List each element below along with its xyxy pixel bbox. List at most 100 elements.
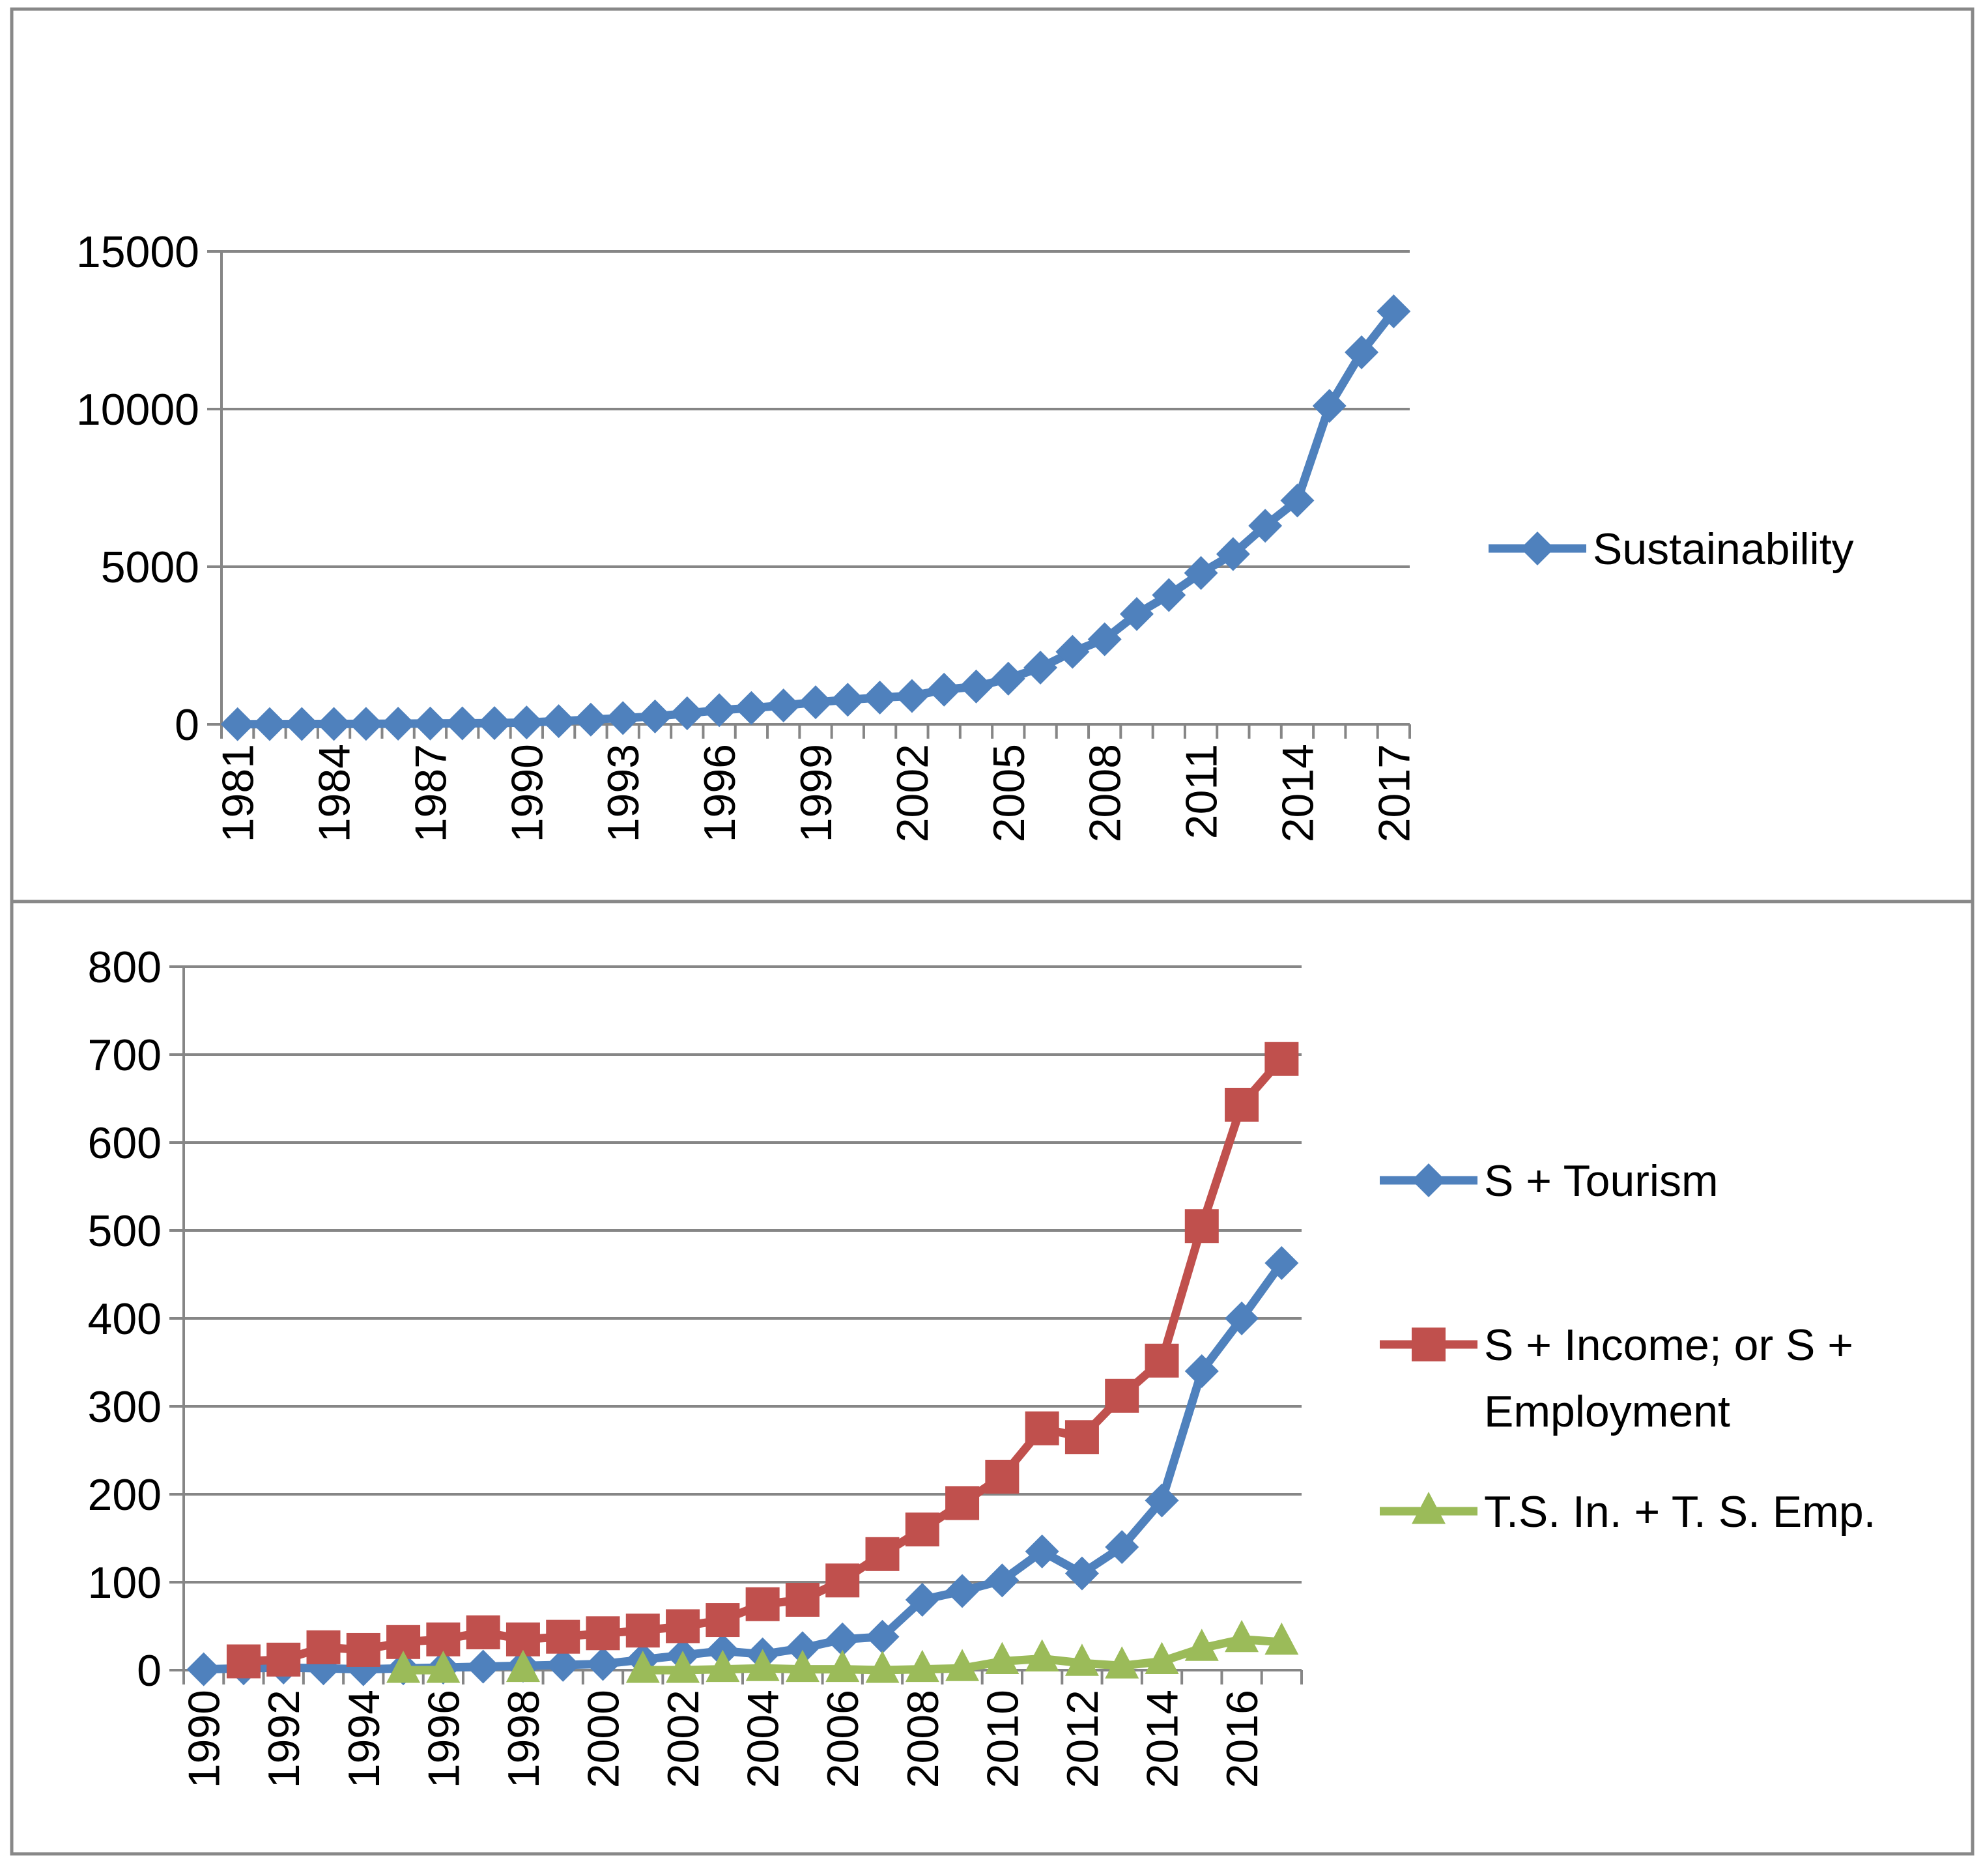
data-point (1145, 1483, 1179, 1518)
legend-marker (1412, 1328, 1446, 1361)
series-line (233, 307, 1398, 729)
data-point (478, 706, 512, 741)
data-point (985, 1642, 1020, 1674)
data-point (945, 1574, 980, 1608)
x-tick-label: 2016 (1218, 1690, 1267, 1788)
data-point (1280, 483, 1315, 518)
x-tick-label: 2010 (978, 1690, 1027, 1788)
legend-marker (1412, 1492, 1446, 1524)
y-tick-label: 800 (88, 943, 162, 992)
data-point (666, 1609, 700, 1643)
x-tick-label: 1999 (792, 744, 841, 842)
data-point (1145, 1343, 1179, 1378)
data-point (426, 1651, 461, 1683)
y-tick-labels: 0 5000 10000 15000 (76, 227, 199, 750)
data-point (285, 707, 319, 741)
data-point (706, 1649, 740, 1683)
data-point (220, 707, 255, 741)
data-point (1264, 1622, 1299, 1655)
data-point (1064, 1643, 1099, 1676)
data-point (586, 1616, 620, 1651)
data-point (1264, 1042, 1299, 1076)
x-tick-label: 2002 (659, 1690, 708, 1788)
data-point (1184, 1209, 1219, 1244)
y-tick-label: 400 (88, 1294, 162, 1344)
x-tick-label: 2014 (1273, 744, 1322, 842)
data-point (905, 1513, 939, 1546)
x-tick-label: 1996 (695, 744, 745, 842)
data-series (186, 1042, 1299, 1686)
series-t-s-in-t-s-emp (386, 1619, 1299, 1683)
series-line (199, 1258, 1286, 1674)
data-point (799, 685, 833, 720)
legend-label: T.S. In. + T. S. Emp. (1484, 1487, 1876, 1537)
data-point (317, 707, 351, 741)
y-tick-label: 100 (88, 1558, 162, 1608)
data-point (991, 661, 1025, 696)
grid-lines (221, 250, 1410, 568)
x-tick-label: 2012 (1058, 1690, 1107, 1788)
data-point (1184, 1354, 1219, 1388)
data-point (1225, 1087, 1259, 1122)
data-point (1225, 1301, 1259, 1335)
data-point (670, 696, 704, 731)
sustainability-chart: 0 5000 10000 15000 1981 1984 1987 1990 1993 1996… (76, 227, 1854, 842)
data-point (945, 1649, 980, 1681)
x-tick-label: 2008 (898, 1690, 948, 1788)
data-point (606, 701, 640, 735)
x-tick-label: 2000 (579, 1690, 629, 1788)
x-tick-label: 1981 (214, 744, 263, 842)
data-point (546, 1619, 580, 1654)
legend: S + Tourism S + Income; or S + Employment T… (1380, 1156, 1876, 1537)
legend-label: S + Tourism (1484, 1156, 1719, 1206)
data-point (706, 1603, 740, 1638)
data-point (865, 1619, 900, 1654)
data-point (894, 679, 929, 713)
series-line (239, 1055, 1286, 1666)
legend-marker (1412, 1163, 1446, 1197)
data-point (1216, 537, 1250, 571)
data-point (386, 1651, 421, 1683)
y-tick-label: 500 (88, 1206, 162, 1256)
x-tick-label: 2008 (1081, 744, 1130, 842)
x-tick-label: 2006 (818, 1690, 868, 1788)
y-tick-label: 15000 (76, 227, 199, 277)
data-point (1105, 1530, 1139, 1564)
data-point (573, 702, 608, 737)
x-tick-labels: 1990 1992 1994 1996 1998 2000 2002 2004 2006 2008… (180, 1690, 1267, 1788)
x-tick-label: 1990 (502, 744, 552, 842)
legend-marker (1520, 532, 1554, 565)
x-tick-label: 2014 (1138, 1690, 1188, 1788)
data-point (1064, 1556, 1099, 1591)
legend-label: Employment (1484, 1387, 1730, 1436)
data-point (863, 680, 897, 715)
data-point (745, 1649, 780, 1681)
legend-label: S + Income; or S + (1484, 1320, 1853, 1370)
data-point (445, 706, 479, 741)
data-point (638, 699, 672, 733)
data-point (413, 706, 448, 741)
x-tick-label: 1993 (599, 744, 648, 842)
data-point (1105, 1646, 1139, 1679)
data-point (1225, 1619, 1259, 1653)
data-point (466, 1615, 500, 1649)
data-point (1184, 556, 1218, 590)
data-point (785, 1649, 820, 1683)
x-tick-label: 2005 (984, 744, 1034, 842)
data-point (734, 690, 769, 725)
y-tick-label: 700 (88, 1030, 162, 1080)
data-point (985, 1563, 1020, 1598)
data-point (1184, 1628, 1219, 1661)
data-point (785, 1583, 820, 1617)
x-tick-label: 1994 (339, 1690, 389, 1788)
data-point (1119, 597, 1154, 631)
data-point (825, 1649, 860, 1683)
legend-entry: S + Tourism (1380, 1156, 1719, 1206)
data-point (985, 1460, 1020, 1494)
x-tick-labels: 1981 1984 1987 1990 1993 1996 1999 2002 2005 2008… (214, 744, 1419, 842)
legend-label: Sustainability (1593, 524, 1854, 574)
x-tick-label: 1998 (499, 1690, 549, 1788)
data-point (1087, 622, 1122, 657)
data-point (1025, 1534, 1059, 1569)
